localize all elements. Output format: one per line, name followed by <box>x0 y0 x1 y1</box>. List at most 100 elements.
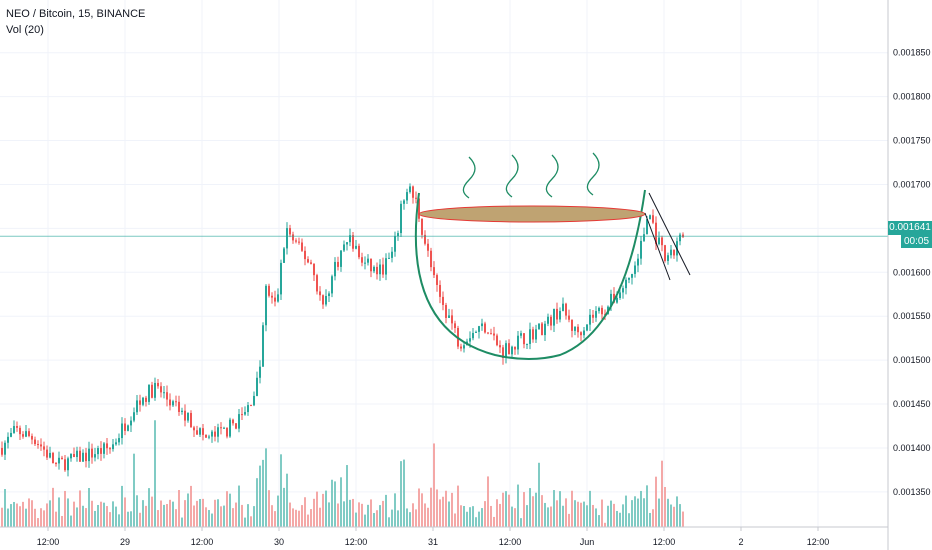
volume-bar <box>352 498 354 527</box>
volume-bar <box>307 514 309 527</box>
time-tick-label: 12:00 <box>191 537 214 547</box>
volume-bar <box>469 507 471 527</box>
candle-body <box>616 298 618 303</box>
candle-body <box>628 277 630 280</box>
volume-bar <box>418 488 420 527</box>
time-axis[interactable]: 12:00 29 12:00 30 12:00 31 12:00 Jun 12:00 2 12:00 <box>37 527 830 547</box>
time-tick-label: Jun <box>580 537 595 547</box>
volume-bar <box>295 509 297 527</box>
volume-bar <box>604 522 606 527</box>
volume-bar <box>331 479 333 527</box>
candle-body <box>538 323 540 330</box>
volume-bar <box>655 476 657 527</box>
volume-bar <box>112 501 114 527</box>
volume-bar <box>106 506 108 527</box>
volume-bar <box>637 498 639 527</box>
candle-body <box>517 335 519 350</box>
volume-bar <box>676 496 678 527</box>
candle-body <box>583 330 585 336</box>
candle-body <box>259 366 261 378</box>
volume-bar <box>256 478 258 527</box>
volume-bar <box>118 514 120 527</box>
candle-body <box>190 412 192 428</box>
candle-body <box>643 234 645 241</box>
candle-body <box>664 245 666 261</box>
volume-bar <box>121 485 123 527</box>
candle-body <box>658 237 660 245</box>
volume-bar <box>25 508 27 527</box>
candle-body <box>136 400 138 413</box>
candle-body <box>391 251 393 258</box>
volume-bar <box>169 499 171 527</box>
candle-body <box>7 436 9 443</box>
volume-bar <box>193 505 195 527</box>
candle-body <box>340 250 342 267</box>
volume-bar <box>673 506 675 527</box>
candle-body <box>574 326 576 331</box>
volume-bar <box>400 461 402 527</box>
volume-bar <box>268 490 270 527</box>
candle-body <box>436 275 438 285</box>
volume-bar <box>280 454 282 527</box>
candle-body <box>328 293 330 297</box>
candle-body <box>112 444 114 450</box>
candle-body <box>412 186 414 198</box>
candle-body <box>1 447 3 455</box>
volume-bar <box>424 503 426 527</box>
volume-bar <box>442 496 444 527</box>
volume-bar <box>634 496 636 527</box>
volume-bar <box>475 517 477 527</box>
candle-body <box>550 316 552 326</box>
candle-body <box>145 397 147 402</box>
volume-bar <box>391 509 393 527</box>
volume-bar <box>577 501 579 527</box>
volume-bar <box>154 420 156 527</box>
candle-body <box>598 307 600 312</box>
volume-bar <box>94 510 96 527</box>
candle-body <box>532 329 534 340</box>
candle-body <box>61 457 63 460</box>
candle-body <box>37 444 39 446</box>
candle-body <box>256 377 258 396</box>
candle-body <box>502 347 504 359</box>
volume-bar <box>163 504 165 527</box>
volume-bar <box>55 511 57 527</box>
candle-body <box>181 410 183 412</box>
candle-body <box>274 297 276 302</box>
volume-bar <box>247 504 249 527</box>
volume-bar <box>640 490 642 527</box>
time-tick-label: 2 <box>738 537 743 547</box>
volume-bar <box>142 500 144 527</box>
price-axis[interactable]: 0.001350 0.001400 0.001450 0.001500 0.001550… <box>893 48 931 497</box>
candle-body <box>661 237 663 246</box>
volume-bar <box>478 511 480 527</box>
volume-bar <box>115 506 117 527</box>
volume-bar <box>667 498 669 527</box>
volume-bar <box>619 512 621 527</box>
candle-body <box>511 346 513 355</box>
candle-body <box>556 308 558 320</box>
volume-bar <box>166 504 168 527</box>
volume-bar <box>61 515 63 527</box>
steam-2 <box>505 154 519 198</box>
volume-bar <box>601 499 603 527</box>
candle-body <box>133 412 135 421</box>
candle-body <box>622 288 624 293</box>
candle-body <box>124 423 126 431</box>
volume-bar <box>436 489 438 527</box>
bar-countdown-label: 00:05 <box>901 235 932 248</box>
volume-bar <box>199 499 201 527</box>
candle-body <box>484 323 486 333</box>
volume-bar <box>493 516 495 527</box>
volume-bar <box>538 462 540 527</box>
time-tick-label: 12:00 <box>653 537 676 547</box>
candle-body <box>298 241 300 243</box>
volume-bar <box>151 496 153 527</box>
steam-3 <box>545 154 559 198</box>
candle-body <box>565 303 567 316</box>
volume-bar <box>259 465 261 527</box>
symbol-label: NEO / Bitcoin, 15, BINANCE <box>6 8 146 20</box>
volume-bar <box>28 498 30 527</box>
candle-body <box>592 314 594 318</box>
